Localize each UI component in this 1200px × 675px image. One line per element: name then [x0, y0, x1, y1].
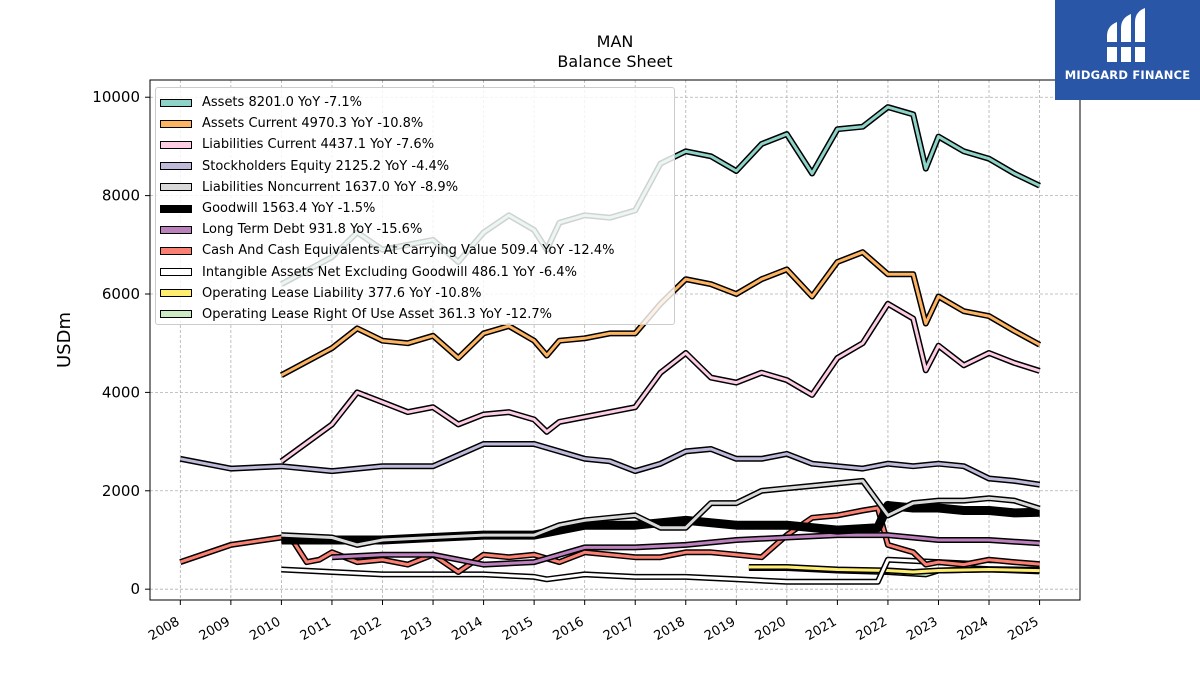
- series-outline-liabilities-current: [279, 300, 1041, 464]
- logo-text: MIDGARD FINANCE: [1064, 68, 1191, 82]
- y-tick-label: 10000: [92, 88, 140, 106]
- y-tick-label: 8000: [102, 187, 140, 205]
- legend-swatch: [160, 140, 192, 149]
- legend-label: Assets 8201.0 YoY -7.1%: [202, 95, 363, 111]
- y-tick-label: 4000: [102, 383, 140, 401]
- legend-label: Operating Lease Right Of Use Asset 361.3…: [202, 306, 552, 322]
- chart-title: MAN: [596, 32, 634, 51]
- x-tick-label: 2018: [652, 614, 688, 644]
- series-outline-stockholders-equity: [179, 441, 1041, 488]
- legend-swatch: [160, 225, 192, 234]
- legend-label: Intangible Assets Net Excluding Goodwill…: [202, 264, 577, 280]
- legend-label: Stockholders Equity 2125.2 YoY -4.4%: [202, 158, 450, 174]
- x-tick-label: 2016: [551, 614, 587, 644]
- legend-item: Goodwill 1563.4 YoY -1.5%: [160, 198, 674, 219]
- x-tick-label: 2020: [753, 614, 789, 644]
- legend-item: Intangible Assets Net Excluding Goodwill…: [160, 262, 674, 283]
- legend-item: Assets 8201.0 YoY -7.1%: [160, 92, 674, 113]
- legend-label: Liabilities Noncurrent 1637.0 YoY -8.9%: [202, 179, 459, 195]
- legend-swatch: [160, 98, 192, 107]
- legend-label: Assets Current 4970.3 YoY -10.8%: [202, 116, 424, 132]
- series-line-cash-and-cash-equivalents-at-carrying-value: [179, 506, 1040, 574]
- legend-item: Operating Lease Liability 377.6 YoY -10.…: [160, 283, 674, 304]
- x-tick-label: 2023: [904, 614, 940, 644]
- x-tick-label: 2008: [146, 614, 182, 644]
- y-tick-label: 0: [130, 580, 140, 598]
- x-tick-label: 2009: [197, 614, 233, 644]
- series-line-long-term-debt: [331, 533, 1040, 567]
- legend-label: Cash And Cash Equivalents At Carrying Va…: [202, 243, 615, 259]
- series-line-liabilities-noncurrent: [281, 479, 1041, 547]
- x-tick-label: 2021: [803, 614, 839, 644]
- x-tick-label: 2012: [348, 614, 384, 644]
- logo-mark-icon: [1105, 8, 1147, 62]
- y-axis-label: USDm: [54, 312, 75, 368]
- legend-swatch: [160, 246, 192, 255]
- legend-item: Operating Lease Right Of Use Asset 361.3…: [160, 304, 674, 325]
- chart-subtitle: Balance Sheet: [557, 52, 673, 71]
- legend-item: Cash And Cash Equivalents At Carrying Va…: [160, 240, 674, 261]
- x-tick-label: 2010: [247, 614, 283, 644]
- series-line-stockholders-equity: [180, 442, 1040, 487]
- legend-label: Goodwill 1563.4 YoY -1.5%: [202, 201, 376, 217]
- x-tick-label: 2024: [955, 614, 991, 644]
- y-tick-label: 2000: [102, 482, 140, 500]
- legend-swatch: [160, 268, 192, 277]
- legend-swatch: [160, 310, 192, 319]
- legend-swatch: [160, 119, 192, 128]
- x-tick-label: 2011: [298, 614, 334, 644]
- legend-swatch: [160, 204, 192, 213]
- x-tick-label: 2014: [449, 614, 485, 644]
- y-tick-label: 6000: [102, 285, 140, 303]
- legend-item: Long Term Debt 931.8 YoY -15.6%: [160, 219, 674, 240]
- x-tick-label: 2015: [500, 614, 536, 644]
- legend-item: Stockholders Equity 2125.2 YoY -4.4%: [160, 156, 674, 177]
- x-tick-label: 2017: [601, 614, 637, 644]
- chart-legend: Assets 8201.0 YoY -7.1% Assets Current 49…: [155, 87, 675, 325]
- series-line-goodwill: [281, 502, 1040, 543]
- midgard-finance-logo: MIDGARD FINANCE: [1055, 0, 1200, 100]
- legend-swatch: [160, 162, 192, 171]
- legend-item: Liabilities Noncurrent 1637.0 YoY -8.9%: [160, 177, 674, 198]
- legend-label: Operating Lease Liability 377.6 YoY -10.…: [202, 285, 482, 301]
- series-line-intangible-assets-net-excluding-goodwill: [281, 558, 1040, 584]
- plot-frame: [149, 79, 1081, 601]
- legend-label: Long Term Debt 931.8 YoY -15.6%: [202, 222, 423, 238]
- x-tick-label: 2019: [702, 614, 738, 644]
- legend-label: Liabilities Current 4437.1 YoY -7.6%: [202, 137, 435, 153]
- legend-swatch: [160, 183, 192, 192]
- series-line-liabilities-current: [280, 302, 1041, 463]
- legend-item: Liabilities Current 4437.1 YoY -7.6%: [160, 134, 674, 155]
- legend-swatch: [160, 289, 192, 298]
- x-tick-label: 2013: [399, 614, 435, 644]
- x-tick-label: 2022: [854, 614, 890, 644]
- series-line-operating-lease-liability: [748, 565, 1040, 574]
- x-tick-label: 2025: [1005, 614, 1041, 644]
- legend-item: Assets Current 4970.3 YoY -10.8%: [160, 113, 674, 134]
